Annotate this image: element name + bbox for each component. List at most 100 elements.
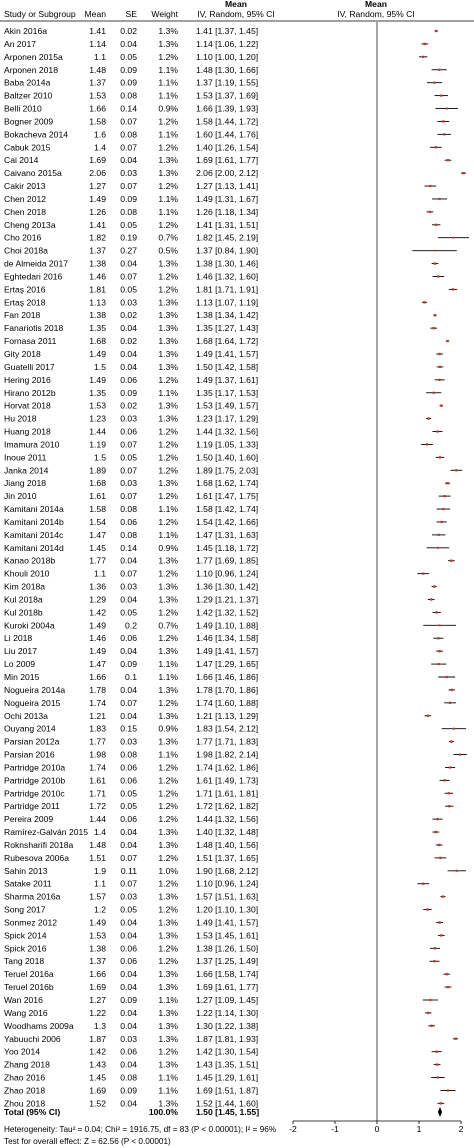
table-row: Parsian 2016 1.98 0.08 1.1% 1.98 [1.82, 2.14… [4, 750, 258, 760]
study-name: Janka 2014 [4, 465, 49, 475]
effect-marker [437, 843, 441, 847]
study-se: 0.05 [120, 52, 137, 62]
effect-marker [428, 210, 432, 213]
effect-marker [433, 947, 437, 950]
study-weight: 1.1% [158, 91, 178, 101]
study-name: Zhou 2018 [4, 1098, 45, 1108]
study-weight: 1.3% [158, 310, 178, 320]
total-row: Total (95% CI) 100.0% 1.50 [1.45, 1.55] [4, 1107, 259, 1117]
study-weight: 1.3% [158, 1034, 178, 1044]
effect-marker [438, 197, 441, 201]
study-weight: 1.3% [158, 685, 178, 695]
table-row: Li 2018 1.46 0.06 1.2% 1.46 [1.34, 1.58] [4, 633, 258, 643]
table-row: Kim 2018a 1.36 0.03 1.3% 1.36 [1.30, 1.42] [4, 582, 258, 592]
table-row: Rubesova 2006a 1.51 0.07 1.2% 1.51 [1.37, 1.… [4, 853, 258, 863]
study-mean: 1.61 [89, 491, 106, 501]
study-name: Partridge 2010b [4, 775, 65, 785]
study-name: Akin 2016a [4, 26, 47, 36]
table-row: Horvat 2018 1.53 0.02 1.3% 1.53 [1.49, 1.57] [4, 401, 258, 411]
study-se: 0.05 [120, 801, 137, 811]
study-mean: 1.49 [89, 917, 106, 927]
study-ci: 1.53 [1.37, 1.69] [196, 91, 258, 101]
study-mean: 1.4 [94, 827, 106, 837]
table-row: Hering 2016 1.49 0.06 1.2% 1.49 [1.37, 1.61] [4, 375, 258, 385]
study-weight: 1.2% [158, 181, 178, 191]
axis-tick-label: 2 [459, 1124, 464, 1134]
table-row: Imamura 2010 1.19 0.07 1.2% 1.19 [1.05, 1.33… [4, 439, 258, 449]
study-ci: 1.29 [1.21, 1.37] [196, 594, 258, 604]
effect-marker [446, 985, 450, 989]
study-mean: 1.45 [89, 1073, 106, 1083]
study-se: 0.06 [120, 814, 137, 824]
study-weight: 1.3% [158, 349, 178, 359]
effect-marker [446, 159, 450, 162]
effect-marker [440, 404, 443, 407]
study-se: 0.06 [120, 762, 137, 772]
study-weight: 1.2% [158, 142, 178, 152]
study-se: 0.04 [120, 917, 137, 927]
study-name: Parsian 2016 [4, 750, 55, 760]
study-name: Gity 2018 [4, 349, 41, 359]
study-ci: 1.37 [0.84, 1.90] [196, 246, 258, 256]
study-mean: 1.41 [89, 220, 106, 230]
study-se: 0.07 [120, 879, 137, 889]
study-mean: 1.81 [89, 284, 106, 294]
study-se: 0.09 [120, 659, 137, 669]
study-weight: 1.3% [158, 917, 178, 927]
study-name: Horvat 2018 [4, 401, 51, 411]
study-mean: 1.58 [89, 116, 106, 126]
table-row: Spick 2016 1.38 0.06 1.2% 1.38 [1.26, 1.50] [4, 943, 258, 953]
study-mean: 1.98 [89, 750, 106, 760]
study-name: Yabuuchi 2006 [4, 1034, 61, 1044]
study-weight: 1.2% [158, 801, 178, 811]
study-name: Ochi 2013a [4, 711, 48, 721]
study-se: 0.04 [120, 685, 137, 695]
overall-effect-text: Test for overall effect: Z = 62.56 (P < … [4, 1137, 171, 1146]
effect-marker [423, 42, 427, 46]
study-ci: 1.77 [1.71, 1.83] [196, 737, 258, 747]
table-row: Spick 2014 1.53 0.04 1.3% 1.53 [1.45, 1.61] [4, 930, 258, 940]
table-row: Lo 2009 1.47 0.09 1.1% 1.47 [1.29, 1.65] [4, 659, 258, 669]
study-name: Lo 2009 [4, 659, 35, 669]
study-mean: 1.2 [94, 905, 106, 915]
study-ci: 1.49 [1.37, 1.61] [196, 375, 258, 385]
study-ci: 1.10 [0.96, 1.24] [196, 879, 258, 889]
study-name: Li 2018 [4, 633, 32, 643]
study-weight: 1.1% [158, 504, 178, 514]
study-se: 0.04 [120, 1008, 137, 1018]
study-ci: 1.74 [1.60, 1.88] [196, 698, 258, 708]
effect-marker [446, 482, 449, 485]
total-weight: 100.0% [149, 1107, 179, 1117]
study-weight: 1.0% [158, 866, 178, 876]
table-row: Baltzer 2010 1.53 0.08 1.1% 1.53 [1.37, 1.69… [4, 91, 258, 101]
study-mean: 1.54 [89, 517, 106, 527]
study-name: Huang 2018 [4, 427, 51, 437]
table-row: Partridge 2010c 1.71 0.05 1.2% 1.71 [1.61, 1… [4, 788, 258, 798]
table-row: Baba 2014a 1.37 0.09 1.1% 1.37 [1.19, 1.55] [4, 78, 258, 88]
table-row: Kuroki 2004a 1.49 0.2 0.7% 1.49 [1.10, 1.88] [4, 620, 258, 630]
study-weight: 1.3% [158, 414, 178, 424]
table-row: Cai 2014 1.69 0.04 1.3% 1.69 [1.61, 1.77] [4, 155, 258, 165]
study-se: 0.04 [120, 594, 137, 604]
study-se: 0.27 [120, 246, 137, 256]
study-se: 0.15 [120, 724, 137, 734]
study-ci: 1.49 [1.41, 1.57] [196, 917, 258, 927]
table-row: Inoue 2011 1.5 0.05 1.2% 1.50 [1.40, 1.60] [4, 452, 258, 462]
table-row: Kamitani 2014d 1.45 0.14 0.9% 1.45 [1.18, 1.… [4, 543, 258, 553]
table-header: Study or Subgroup Mean SE Weight Mean IV… [4, 0, 415, 19]
table-row: Arponen 2018 1.48 0.09 1.1% 1.48 [1.30, 1.66… [4, 65, 258, 75]
study-se: 0.07 [120, 116, 137, 126]
study-se: 0.03 [120, 168, 137, 178]
effect-marker [445, 972, 448, 976]
study-name: Jin 2010 [4, 491, 37, 501]
study-mean: 1.38 [89, 259, 106, 269]
study-se: 0.08 [120, 1073, 137, 1083]
table-row: Ramírez-Galván 2015 1.4 0.04 1.3% 1.40 [1.32… [4, 827, 258, 837]
effect-marker [423, 301, 426, 304]
study-name: Spick 2014 [4, 930, 47, 940]
table-row: Roknsharifi 2018a 1.48 0.04 1.3% 1.48 [1.40,… [4, 840, 258, 850]
study-ci: 1.40 [1.26, 1.54] [196, 142, 258, 152]
study-mean: 1.47 [89, 659, 106, 669]
study-mean: 1.68 [89, 478, 106, 488]
effect-marker [426, 714, 430, 717]
